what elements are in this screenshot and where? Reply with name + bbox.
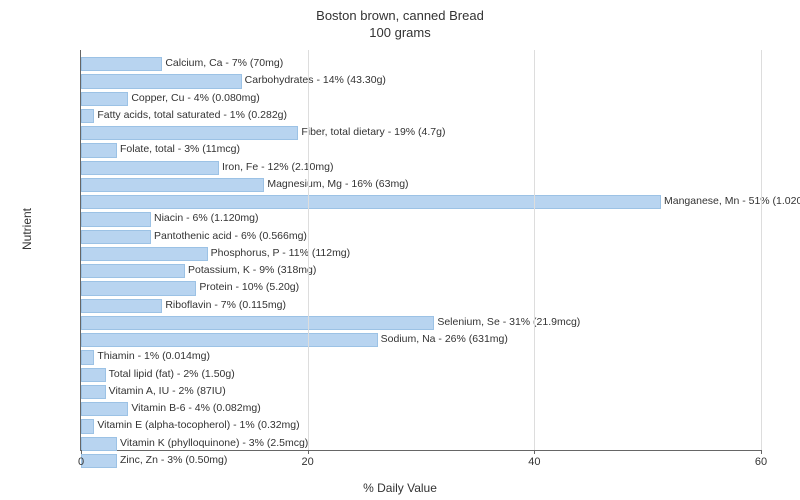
bar-row: Fatty acids, total saturated - 1% (0.282… — [81, 107, 761, 123]
bar-row: Niacin - 6% (1.120mg) — [81, 210, 761, 226]
title-line-2: 100 grams — [369, 25, 430, 40]
nutrient-bar — [81, 247, 208, 261]
nutrient-bar — [81, 161, 219, 175]
bar-row: Vitamin B-6 - 4% (0.082mg) — [81, 400, 761, 416]
bar-row: Zinc, Zn - 3% (0.50mg) — [81, 452, 761, 468]
nutrient-bar — [81, 143, 117, 157]
title-line-1: Boston brown, canned Bread — [316, 8, 484, 23]
bar-row: Magnesium, Mg - 16% (63mg) — [81, 176, 761, 192]
plot-area: Calcium, Ca - 7% (70mg) Carbohydrates - 1… — [80, 50, 761, 451]
bar-row: Potassium, K - 9% (318mg) — [81, 262, 761, 278]
nutrient-bar — [81, 281, 196, 295]
bar-row: Riboflavin - 7% (0.115mg) — [81, 297, 761, 313]
x-tick-mark — [761, 450, 762, 454]
bar-row: Sodium, Na - 26% (631mg) — [81, 331, 761, 347]
nutrient-bar — [81, 419, 94, 433]
x-tick-label: 60 — [755, 456, 767, 468]
nutrient-label: Fatty acids, total saturated - 1% (0.282… — [97, 109, 287, 121]
bar-row: Vitamin K (phylloquinone) - 3% (2.5mcg) — [81, 435, 761, 451]
nutrient-label: Sodium, Na - 26% (631mg) — [381, 333, 508, 345]
grid-line — [534, 50, 535, 450]
nutrient-bar — [81, 402, 128, 416]
nutrient-label: Total lipid (fat) - 2% (1.50g) — [109, 368, 235, 380]
nutrition-chart: Boston brown, canned Bread 100 grams Nut… — [0, 0, 800, 500]
nutrient-label: Riboflavin - 7% (0.115mg) — [165, 299, 286, 311]
bar-row: Vitamin A, IU - 2% (87IU) — [81, 383, 761, 399]
nutrient-bar — [81, 92, 128, 106]
nutrient-bar — [81, 454, 117, 468]
nutrient-label: Copper, Cu - 4% (0.080mg) — [131, 92, 259, 104]
nutrient-label: Magnesium, Mg - 16% (63mg) — [267, 178, 408, 190]
nutrient-bar — [81, 316, 434, 330]
nutrient-label: Phosphorus, P - 11% (112mg) — [211, 247, 351, 259]
nutrient-bar — [81, 368, 106, 382]
nutrient-bar — [81, 178, 264, 192]
y-axis-label: Nutrient — [20, 208, 34, 250]
nutrient-label: Pantothenic acid - 6% (0.566mg) — [154, 230, 307, 242]
bar-row: Carbohydrates - 14% (43.30g) — [81, 72, 761, 88]
nutrient-label: Thiamin - 1% (0.014mg) — [97, 350, 210, 362]
bar-row: Folate, total - 3% (11mcg) — [81, 141, 761, 157]
nutrient-label: Iron, Fe - 12% (2.10mg) — [222, 161, 333, 173]
x-tick-mark — [308, 450, 309, 454]
bar-row: Protein - 10% (5.20g) — [81, 279, 761, 295]
nutrient-bar — [81, 230, 151, 244]
x-tick-mark — [534, 450, 535, 454]
bar-row: Total lipid (fat) - 2% (1.50g) — [81, 366, 761, 382]
bar-row: Pantothenic acid - 6% (0.566mg) — [81, 228, 761, 244]
bar-row: Phosphorus, P - 11% (112mg) — [81, 245, 761, 261]
bar-row: Selenium, Se - 31% (21.9mcg) — [81, 314, 761, 330]
nutrient-bar — [81, 74, 242, 88]
x-tick-label: 20 — [302, 456, 314, 468]
nutrient-bar — [81, 109, 94, 123]
nutrient-label: Calcium, Ca - 7% (70mg) — [165, 57, 283, 69]
nutrient-bar — [81, 437, 117, 451]
bar-row: Vitamin E (alpha-tocopherol) - 1% (0.32m… — [81, 417, 761, 433]
nutrient-label: Zinc, Zn - 3% (0.50mg) — [120, 454, 227, 466]
x-tick-label: 0 — [78, 456, 84, 468]
bar-row: Copper, Cu - 4% (0.080mg) — [81, 90, 761, 106]
nutrient-bar — [81, 57, 162, 71]
nutrient-label: Folate, total - 3% (11mcg) — [120, 143, 240, 155]
nutrient-bar — [81, 264, 185, 278]
nutrient-label: Vitamin B-6 - 4% (0.082mg) — [131, 402, 260, 414]
nutrient-label: Selenium, Se - 31% (21.9mcg) — [437, 316, 580, 328]
x-axis-label: % Daily Value — [363, 481, 437, 495]
nutrient-label: Vitamin E (alpha-tocopherol) - 1% (0.32m… — [97, 419, 299, 431]
nutrient-label: Carbohydrates - 14% (43.30g) — [245, 74, 386, 86]
nutrient-bar — [81, 299, 162, 313]
nutrient-bar — [81, 333, 378, 347]
nutrient-label: Protein - 10% (5.20g) — [199, 281, 299, 293]
bar-row: Fiber, total dietary - 19% (4.7g) — [81, 124, 761, 140]
nutrient-bar — [81, 350, 94, 364]
nutrient-bar — [81, 126, 298, 140]
x-tick-label: 40 — [528, 456, 540, 468]
nutrient-label: Niacin - 6% (1.120mg) — [154, 212, 258, 224]
nutrient-bar — [81, 195, 661, 209]
x-tick-mark — [81, 450, 82, 454]
bar-row: Manganese, Mn - 51% (1.020mg) — [81, 193, 761, 209]
bar-row: Thiamin - 1% (0.014mg) — [81, 348, 761, 364]
nutrient-label: Potassium, K - 9% (318mg) — [188, 264, 316, 276]
grid-line — [308, 50, 309, 450]
nutrient-label: Fiber, total dietary - 19% (4.7g) — [301, 126, 445, 138]
chart-title: Boston brown, canned Bread 100 grams — [0, 0, 800, 42]
bar-row: Iron, Fe - 12% (2.10mg) — [81, 159, 761, 175]
bars-container: Calcium, Ca - 7% (70mg) Carbohydrates - 1… — [81, 55, 761, 445]
nutrient-bar — [81, 212, 151, 226]
bar-row: Calcium, Ca - 7% (70mg) — [81, 55, 761, 71]
nutrient-label: Vitamin A, IU - 2% (87IU) — [109, 385, 226, 397]
grid-line — [761, 50, 762, 450]
nutrient-label: Manganese, Mn - 51% (1.020mg) — [664, 195, 800, 207]
nutrient-bar — [81, 385, 106, 399]
nutrient-label: Vitamin K (phylloquinone) - 3% (2.5mcg) — [120, 437, 308, 449]
